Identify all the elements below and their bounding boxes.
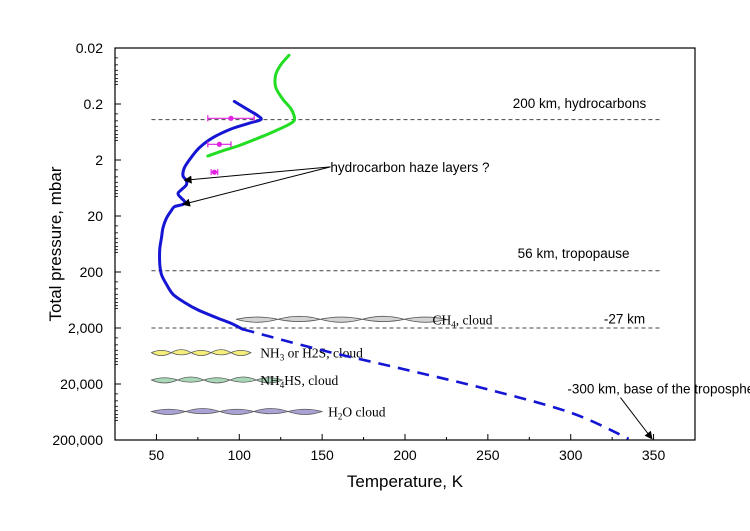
cloud-shape: [235, 315, 447, 323]
cloud-label: NH3 or H2S, cloud: [260, 346, 363, 363]
x-tick-label: 100: [228, 447, 252, 463]
reference-level-label: -27 km: [604, 311, 645, 326]
data-point: [216, 141, 222, 147]
cloud-shape: [150, 376, 284, 384]
series-line: [206, 53, 297, 158]
y-tick-label: 0.02: [76, 40, 103, 56]
annotations: 200 km, hydrocarbons 56 km, tropopause -27…: [181, 96, 750, 440]
reference-level-label: 200 km, hydrocarbons: [513, 96, 647, 111]
y-tick-label: 0.2: [84, 96, 104, 112]
y-tick-label: 200,000: [52, 432, 103, 448]
data-point: [211, 169, 218, 175]
x-tick-label: 200: [393, 447, 417, 463]
annotation-arrow: [181, 166, 331, 207]
clouds-layer: CH4, cloud NH3 or H2S, cloud NH4HS, cloud H…: [150, 312, 493, 422]
cloud-label: CH4, cloud: [433, 312, 493, 329]
x-axis-title: Temperature, K: [347, 472, 464, 491]
series-line: [242, 327, 630, 440]
data-point: [228, 115, 234, 121]
y-tick-label: 2: [95, 152, 103, 168]
y-axis-title: Total pressure, mbar: [46, 166, 65, 321]
y-tick-label: 200: [80, 264, 104, 280]
cloud-label: NH4HS, cloud: [260, 373, 338, 390]
y-tick-label: 2,000: [68, 320, 103, 336]
cloud-shape: [150, 408, 324, 415]
series-line: [158, 99, 263, 331]
axis-ticks: 50 100 150 200 250 300 350 0.02 0.2 2 20 200 2,000 20…: [52, 40, 696, 463]
x-tick-label: 50: [149, 447, 165, 463]
cloud-label: H2O cloud: [328, 405, 386, 422]
annotation-arrow: [620, 397, 653, 440]
error-points: [207, 115, 255, 176]
x-tick-label: 150: [310, 447, 334, 463]
reference-level-label: 56 km, tropopause: [518, 246, 630, 261]
annotation-arrow: [183, 166, 331, 184]
y-tick-label: 20,000: [60, 376, 103, 392]
y-tick-label: 20: [87, 208, 103, 224]
x-tick-label: 250: [476, 447, 500, 463]
annotation-label: -300 km, base of the troposphere: [567, 381, 750, 396]
annotation-label: hydrocarbon haze layers ?: [330, 160, 489, 175]
x-tick-label: 300: [559, 447, 583, 463]
x-tick-label: 350: [642, 447, 666, 463]
cloud-shape: [150, 349, 252, 356]
